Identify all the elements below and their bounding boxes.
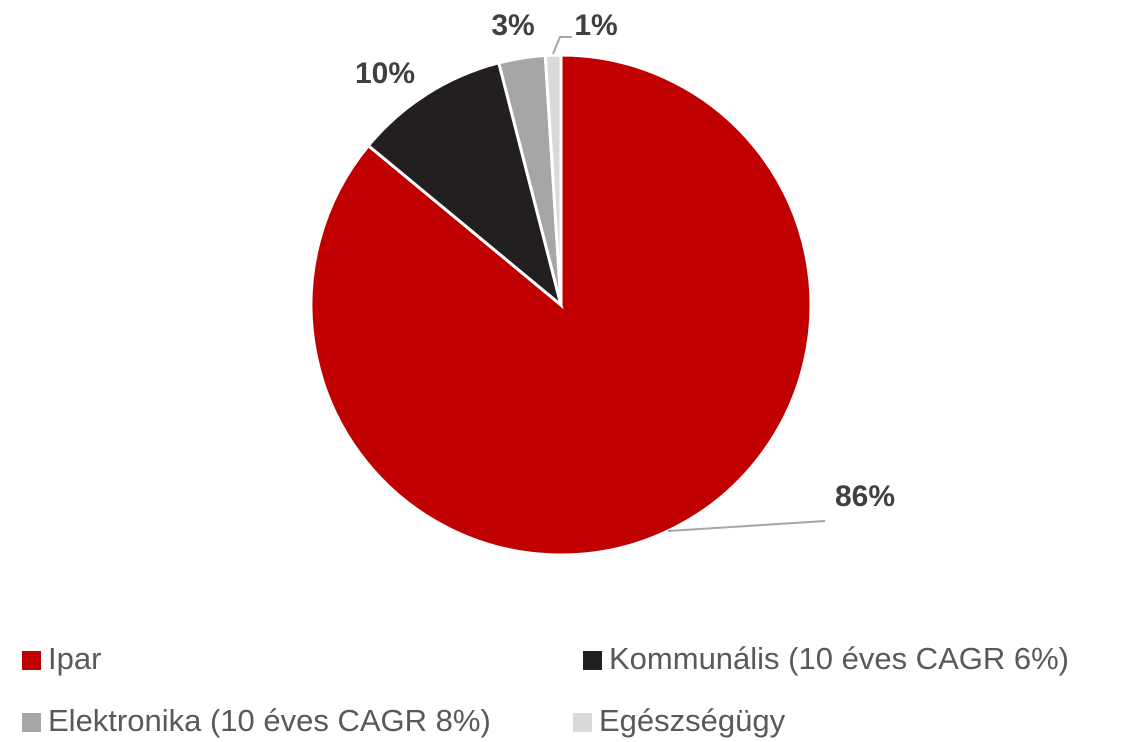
leader-line <box>552 36 572 55</box>
leader-line <box>667 520 826 532</box>
data-label: 3% <box>491 9 534 42</box>
legend-swatch <box>583 651 602 670</box>
legend-label: Elektronika (10 éves CAGR 8%) <box>48 703 491 738</box>
pie-slice <box>543 53 563 306</box>
legend-swatch <box>22 651 41 670</box>
data-label: 86% <box>835 480 895 513</box>
data-label: 10% <box>355 57 415 90</box>
legend-label: Kommunális (10 éves CAGR 6%) <box>609 641 1069 676</box>
legend-swatch <box>573 713 592 732</box>
data-label: 1% <box>574 9 617 42</box>
legend-swatch <box>22 713 41 732</box>
legend-label: Ipar <box>48 641 101 676</box>
legend-label: Egészségügy <box>599 703 786 738</box>
